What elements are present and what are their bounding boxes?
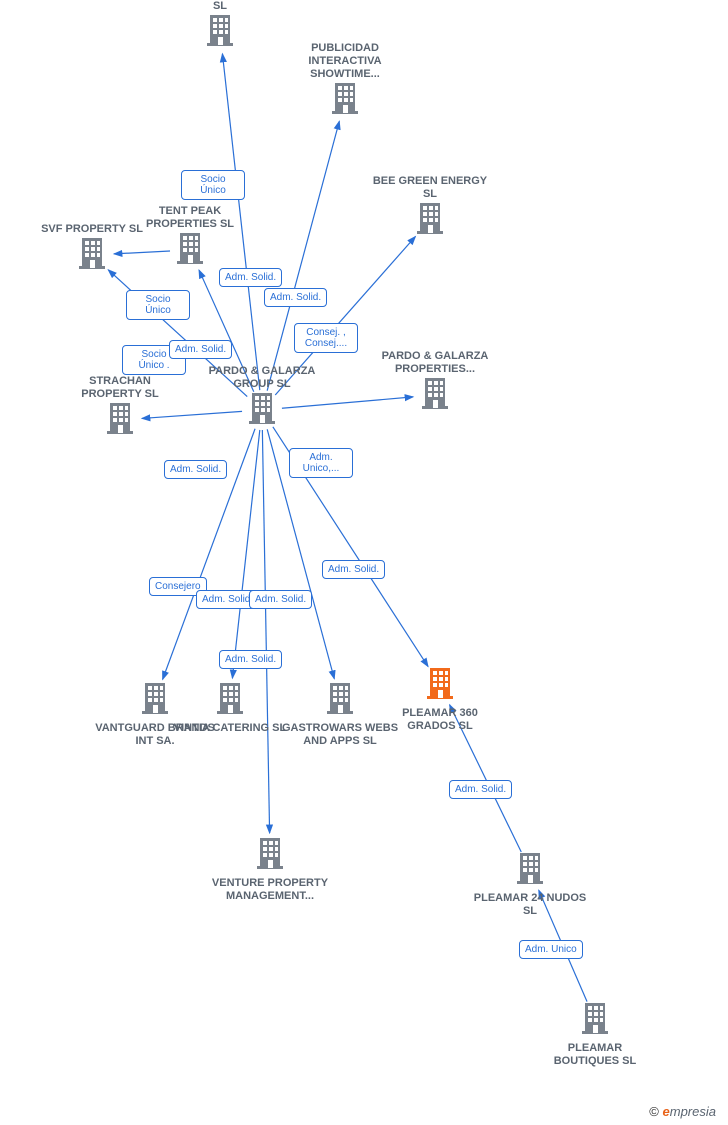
node-pardo[interactable]: PARDO & GALARZA GROUP SL xyxy=(202,363,322,430)
building-icon xyxy=(247,391,277,430)
copyright: © empresia xyxy=(649,1104,716,1119)
node-cea[interactable]: CEA BERMUDEZ 2023 SL xyxy=(160,0,280,52)
node-pardoprop[interactable]: PARDO & GALARZA PROPERTIES... xyxy=(375,348,495,415)
building-icon xyxy=(77,236,107,275)
node-label: PLEAMAR BOUTIQUES SL xyxy=(535,1042,655,1068)
edge-label: Adm. Solid. xyxy=(164,460,227,479)
node-publicidad[interactable]: PUBLICIDAD INTERACTIVA SHOWTIME... xyxy=(285,40,405,120)
edge-label: Adm. Solid. xyxy=(219,650,282,669)
building-icon xyxy=(140,681,170,720)
edge-label: Adm. Solid. xyxy=(449,780,512,799)
node-vintia[interactable]: VINTIA CATERING SL xyxy=(170,681,290,735)
building-icon xyxy=(420,376,450,415)
node-label: PLEAMAR 360 GRADOS SL xyxy=(380,707,500,733)
node-label: PLEAMAR 24 NUDOS SL xyxy=(470,892,590,918)
node-label: CEA BERMUDEZ 2023 SL xyxy=(160,0,280,13)
copyright-symbol: © xyxy=(649,1104,659,1119)
node-label: PARDO & GALARZA GROUP SL xyxy=(202,365,322,391)
edge-label: Adm. Solid. xyxy=(249,590,312,609)
building-icon xyxy=(175,231,205,270)
brand-first-letter: e xyxy=(663,1104,670,1119)
brand-rest: mpresia xyxy=(670,1104,716,1119)
building-icon xyxy=(325,681,355,720)
node-label: PARDO & GALARZA PROPERTIES... xyxy=(375,350,495,376)
node-venture[interactable]: VENTURE PROPERTY MANAGEMENT... xyxy=(210,836,330,903)
building-icon xyxy=(205,13,235,52)
edge-line xyxy=(262,430,269,833)
node-pleamar24[interactable]: PLEAMAR 24 NUDOS SL xyxy=(470,851,590,918)
node-label: BEE GREEN ENERGY SL xyxy=(370,175,490,201)
building-icon xyxy=(515,851,545,890)
node-strachan[interactable]: STRACHAN PROPERTY SL xyxy=(60,373,180,440)
node-label: VENTURE PROPERTY MANAGEMENT... xyxy=(210,877,330,903)
edge-label: Socio Único xyxy=(126,290,190,320)
building-icon xyxy=(580,1001,610,1040)
edge-label: Socio Único xyxy=(181,170,245,200)
edge-label: Consej. , Consej.... xyxy=(294,323,358,353)
edge-label: Adm. Solid. xyxy=(322,560,385,579)
building-icon xyxy=(425,666,455,705)
node-label: VINTIA CATERING SL xyxy=(170,722,290,735)
node-bee[interactable]: BEE GREEN ENERGY SL xyxy=(370,173,490,240)
edge-label: Adm. Solid. xyxy=(219,268,282,287)
edge-label: Adm. Unico xyxy=(519,940,583,959)
building-icon xyxy=(105,401,135,440)
node-label: TENT PEAK PROPERTIES SL xyxy=(130,205,250,231)
node-tentpeak[interactable]: TENT PEAK PROPERTIES SL xyxy=(130,203,250,270)
edge-line xyxy=(232,430,259,678)
node-label: STRACHAN PROPERTY SL xyxy=(60,375,180,401)
edge-label: Adm. Solid. xyxy=(264,288,327,307)
building-icon xyxy=(215,681,245,720)
building-icon xyxy=(330,81,360,120)
building-icon xyxy=(255,836,285,875)
building-icon xyxy=(415,201,445,240)
edge-label: Adm. Unico,... xyxy=(289,448,353,478)
edge-label: Adm. Solid. xyxy=(169,340,232,359)
node-pleamar360[interactable]: PLEAMAR 360 GRADOS SL xyxy=(380,666,500,733)
node-pleamarboutiques[interactable]: PLEAMAR BOUTIQUES SL xyxy=(535,1001,655,1068)
node-label: PUBLICIDAD INTERACTIVA SHOWTIME... xyxy=(285,42,405,81)
